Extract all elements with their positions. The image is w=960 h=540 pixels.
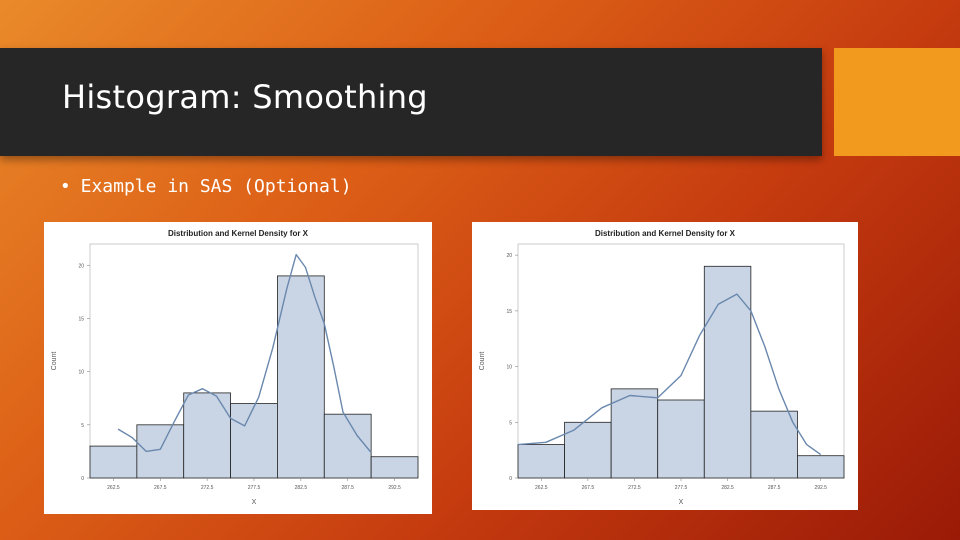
y-tick-label: 0 xyxy=(81,476,84,482)
x-tick-label: 262.5 xyxy=(535,485,548,491)
x-tick-label: 282.5 xyxy=(295,485,308,491)
chart-title: Distribution and Kernel Density for X xyxy=(595,229,736,238)
histogram-bar xyxy=(370,456,419,479)
x-axis-label: X xyxy=(679,499,684,506)
histogram-bar xyxy=(517,444,565,479)
histogram-bar xyxy=(183,392,231,479)
x-tick-label: 277.5 xyxy=(248,485,261,491)
chart-title: Distribution and Kernel Density for X xyxy=(168,229,309,238)
y-tick-label: 15 xyxy=(506,309,512,315)
accent-block xyxy=(834,48,960,156)
x-tick-label: 267.5 xyxy=(582,485,595,491)
y-tick-label: 5 xyxy=(509,420,512,426)
x-tick-label: 287.5 xyxy=(341,485,354,491)
title-bar: Histogram: Smoothing xyxy=(0,48,822,156)
y-tick-label: 0 xyxy=(509,476,512,482)
histogram-bar xyxy=(89,445,138,479)
x-tick-label: 292.5 xyxy=(388,485,401,491)
y-tick-label: 20 xyxy=(78,263,84,269)
x-tick-label: 267.5 xyxy=(154,485,167,491)
density-curve xyxy=(517,293,822,456)
histogram-bar xyxy=(797,455,845,479)
histogram-bar xyxy=(277,275,325,479)
slide-title: Histogram: Smoothing xyxy=(62,78,428,116)
density-curve xyxy=(117,253,372,453)
x-tick-label: 272.5 xyxy=(201,485,214,491)
y-axis-label: Count xyxy=(51,352,58,371)
histogram-bar xyxy=(230,403,278,479)
chart-right: Distribution and Kernel Density for X 0 5 1… xyxy=(472,222,858,510)
x-tick-label: 287.5 xyxy=(768,485,781,491)
histogram-bar xyxy=(323,413,372,479)
bullet-text: Example in SAS (Optional) xyxy=(80,176,352,197)
chart-left: Distribution and Kernel Density for X 0 5 1… xyxy=(44,222,432,514)
y-tick-label: 10 xyxy=(506,365,512,371)
y-tick-label: 15 xyxy=(78,316,84,322)
histogram-bar xyxy=(136,424,185,479)
x-tick-label: 262.5 xyxy=(107,485,120,491)
y-tick-label: 20 xyxy=(506,253,512,259)
x-tick-label: 272.5 xyxy=(628,485,641,491)
histogram-bar xyxy=(657,399,705,479)
histogram-bar xyxy=(750,410,798,479)
x-tick-label: 292.5 xyxy=(814,485,827,491)
histogram-bar xyxy=(564,421,612,479)
histogram-bar xyxy=(610,388,659,479)
bullet-dot-icon: • xyxy=(60,176,71,197)
chart-svg: Distribution and Kernel Density for X 0 5 1… xyxy=(51,229,419,506)
x-tick-label: 282.5 xyxy=(721,485,734,491)
y-tick-label: 5 xyxy=(81,423,84,429)
chart-svg: Distribution and Kernel Density for X 0 5 1… xyxy=(479,229,845,506)
x-tick-label: 277.5 xyxy=(675,485,688,491)
y-axis-label: Count xyxy=(479,352,486,371)
y-tick-label: 10 xyxy=(78,370,84,376)
x-axis-label: X xyxy=(252,499,257,506)
bullet-item: • Example in SAS (Optional) xyxy=(60,176,352,197)
histogram-bar xyxy=(703,265,752,479)
